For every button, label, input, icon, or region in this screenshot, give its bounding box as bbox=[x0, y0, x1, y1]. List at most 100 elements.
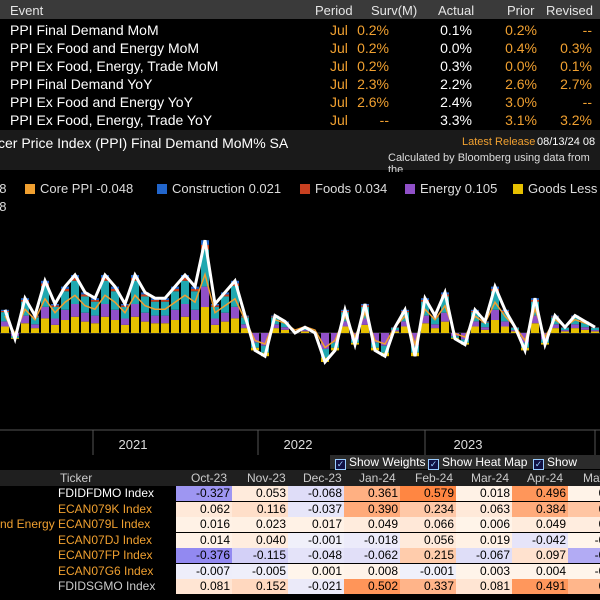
event-row[interactable]: PPI Final Demand MoM Jul 0.2% 0.1% 0.2% -- bbox=[0, 21, 600, 39]
col-month[interactable]: Dec-23 bbox=[303, 471, 342, 485]
bar-segment-services[interactable] bbox=[171, 291, 179, 310]
bar-segment-goods[interactable] bbox=[221, 321, 229, 333]
bar-segment-foods[interactable] bbox=[191, 288, 199, 292]
bar-segment-services[interactable] bbox=[131, 280, 139, 304]
bar-segment-energy[interactable] bbox=[71, 304, 79, 317]
bar-segment-goods[interactable] bbox=[181, 316, 189, 333]
bar-segment-services[interactable] bbox=[481, 322, 489, 328]
value-cell[interactable]: -0.007 bbox=[176, 563, 232, 579]
bar-segment-energy[interactable] bbox=[421, 315, 429, 324]
bar-segment-energy[interactable] bbox=[301, 330, 309, 332]
bar-segment-services[interactable] bbox=[431, 317, 439, 325]
bar-segment-energy[interactable] bbox=[241, 324, 249, 329]
bar-segment-goods[interactable] bbox=[111, 320, 119, 333]
bar-segment-energy[interactable] bbox=[1, 321, 9, 327]
value-cell[interactable]: -0.018 bbox=[344, 532, 400, 548]
table-row[interactable]: ECAN07FP Index -0.376 -0.115 -0.048 -0.062 0.… bbox=[0, 548, 600, 563]
bar-segment-energy[interactable] bbox=[111, 309, 119, 321]
value-cell[interactable]: 0.063 bbox=[456, 501, 512, 517]
bar-segment-energy[interactable] bbox=[521, 333, 529, 343]
bar-segment-goods[interactable] bbox=[391, 331, 399, 333]
value-cell[interactable]: 0.014 bbox=[176, 532, 232, 548]
bar-segment-services[interactable] bbox=[591, 327, 599, 331]
value-cell[interactable]: -0.042 bbox=[512, 532, 568, 548]
bar-segment-energy[interactable] bbox=[211, 318, 219, 325]
value-cell[interactable]: 0.018 bbox=[456, 486, 512, 501]
bar-segment-goods[interactable] bbox=[71, 316, 79, 333]
value-cell[interactable]: 0.33 bbox=[568, 579, 600, 594]
bar-segment-energy[interactable] bbox=[41, 306, 49, 319]
bar-segment-goods[interactable] bbox=[471, 326, 479, 333]
legend-item[interactable]: 08 bbox=[0, 199, 6, 214]
bar-segment-goods[interactable] bbox=[81, 321, 89, 333]
bar-segment-goods[interactable] bbox=[21, 323, 29, 333]
bar-segment-goods[interactable] bbox=[51, 324, 59, 333]
bar-segment-energy[interactable] bbox=[61, 309, 69, 321]
bar-segment-energy[interactable] bbox=[151, 315, 159, 324]
bar-segment-foods[interactable] bbox=[161, 299, 169, 302]
value-cell[interactable]: -0.00 bbox=[568, 563, 600, 579]
value-cell[interactable]: 0.579 bbox=[400, 486, 456, 501]
value-cell[interactable]: 0.390 bbox=[344, 501, 400, 517]
value-cell[interactable]: 0.215 bbox=[400, 548, 456, 563]
value-cell[interactable]: 0.056 bbox=[400, 532, 456, 548]
col-surv[interactable]: Surv(M) bbox=[371, 3, 418, 18]
bar-segment-foods[interactable] bbox=[61, 288, 69, 292]
bar-segment-goods[interactable] bbox=[421, 323, 429, 333]
bar-segment-goods[interactable] bbox=[1, 326, 9, 333]
bar-segment-services[interactable] bbox=[581, 322, 589, 328]
bar-segment-services[interactable] bbox=[181, 280, 189, 304]
col-month[interactable]: Jan-24 bbox=[359, 471, 396, 485]
bar-segment-energy[interactable] bbox=[361, 318, 369, 325]
bar-segment-energy[interactable] bbox=[561, 330, 569, 332]
show-heat-map-checkbox[interactable]: ✓ Show Heat Map bbox=[428, 455, 527, 470]
bar-segment-goods[interactable] bbox=[341, 326, 349, 333]
value-cell[interactable]: 0.116 bbox=[232, 501, 288, 517]
value-cell[interactable]: 0.097 bbox=[512, 548, 568, 563]
bar-segment-energy[interactable] bbox=[131, 304, 139, 317]
value-cell[interactable]: -0.001 bbox=[400, 563, 456, 579]
ticker-cell[interactable]: ECAN079K Index bbox=[58, 501, 153, 516]
bar-segment-goods[interactable] bbox=[241, 328, 249, 333]
bar-segment-energy[interactable] bbox=[281, 327, 289, 330]
bar-segment-energy[interactable] bbox=[321, 333, 329, 349]
bar-segment-services[interactable] bbox=[111, 291, 119, 310]
value-cell[interactable]: 0.066 bbox=[400, 517, 456, 532]
bar-segment-goods[interactable] bbox=[501, 326, 509, 333]
bar-segment-goods[interactable] bbox=[151, 323, 159, 333]
bar-segment-goods[interactable] bbox=[201, 307, 209, 333]
bar-segment-goods[interactable] bbox=[511, 331, 519, 333]
bar-segment-energy[interactable] bbox=[411, 333, 419, 346]
bar-segment-services[interactable] bbox=[491, 291, 499, 310]
bar-segment-services[interactable] bbox=[261, 345, 269, 353]
bar-segment-services[interactable] bbox=[221, 296, 229, 313]
bar-segment-energy[interactable] bbox=[441, 312, 449, 322]
value-cell[interactable]: -0.067 bbox=[456, 548, 512, 563]
bar-segment-services[interactable] bbox=[141, 296, 149, 313]
bar-segment-goods[interactable] bbox=[551, 328, 559, 333]
bar-segment-energy[interactable] bbox=[81, 312, 89, 322]
bar-segment-goods[interactable] bbox=[41, 318, 49, 333]
value-cell[interactable]: 0.053 bbox=[232, 486, 288, 501]
bar-segment-goods[interactable] bbox=[361, 324, 369, 333]
bar-segment-energy[interactable] bbox=[141, 312, 149, 322]
bar-segment-energy[interactable] bbox=[371, 333, 379, 343]
value-cell[interactable]: 0.023 bbox=[232, 517, 288, 532]
bar-segment-energy[interactable] bbox=[191, 309, 199, 321]
table-row[interactable]: nd Energy ECAN079L Index 0.016 0.023 0.017 0.… bbox=[0, 517, 600, 532]
legend-item[interactable]: 98 bbox=[0, 181, 6, 196]
value-cell[interactable]: 0.040 bbox=[232, 532, 288, 548]
value-cell[interactable]: 0.004 bbox=[512, 563, 568, 579]
ticker-cell[interactable]: ECAN07FP Index bbox=[58, 548, 153, 562]
bar-segment-energy[interactable] bbox=[51, 318, 59, 325]
show-weights-checkbox[interactable]: ✓ Show Weights bbox=[335, 455, 425, 470]
bar-segment-goods[interactable] bbox=[61, 320, 69, 333]
bar-segment-services[interactable] bbox=[61, 291, 69, 310]
value-cell[interactable]: 0.25 bbox=[568, 501, 600, 517]
bar-segment-energy[interactable] bbox=[431, 324, 439, 329]
bar-segment-goods[interactable] bbox=[31, 328, 39, 333]
bar-segment-energy[interactable] bbox=[121, 318, 129, 325]
legend-item[interactable]: Foods 0.034 bbox=[300, 181, 387, 196]
bar-segment-services[interactable] bbox=[201, 249, 209, 287]
value-cell[interactable]: 0.017 bbox=[288, 517, 344, 532]
